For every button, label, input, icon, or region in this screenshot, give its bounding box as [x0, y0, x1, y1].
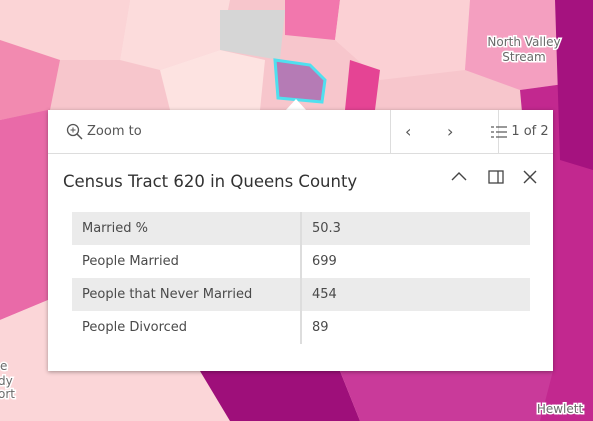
- pager-button[interactable]: 1 of 2: [487, 110, 553, 153]
- map-label: Stream: [502, 50, 545, 64]
- dock-button[interactable]: [488, 170, 504, 184]
- collapse-button[interactable]: [451, 172, 467, 181]
- popup-header: Zoom to ‹ › 1 of 2: [48, 110, 553, 154]
- map-label: ort: [0, 387, 15, 401]
- prev-button[interactable]: ‹: [405, 122, 412, 141]
- tract: [200, 371, 360, 421]
- close-button[interactable]: [523, 170, 537, 184]
- tract: [120, 0, 230, 70]
- map-label: North Valley: [487, 35, 560, 49]
- field-name: People Divorced: [72, 311, 302, 344]
- tract: [0, 40, 60, 120]
- tract: [160, 50, 265, 110]
- tract: [340, 371, 553, 421]
- field-name: People that Never Married: [72, 278, 302, 311]
- tract: [0, 300, 230, 421]
- table-row: People Divorced 89: [72, 311, 530, 344]
- field-name: Married %: [72, 212, 302, 245]
- tract: [220, 10, 285, 60]
- attribute-table: Married % 50.3 People Married 699 People tha…: [72, 212, 530, 344]
- zoom-icon: [66, 123, 83, 140]
- field-name: People Married: [72, 245, 302, 278]
- next-button[interactable]: ›: [447, 122, 454, 141]
- tract: [335, 0, 470, 80]
- list-icon: [491, 125, 508, 138]
- map-label: e: [0, 359, 7, 373]
- tract: [0, 0, 130, 60]
- table-row: People that Never Married 454: [72, 278, 530, 311]
- field-value: 89: [301, 311, 530, 344]
- field-value: 699: [301, 245, 530, 278]
- map-label: dy: [0, 374, 13, 388]
- selected-tract[interactable]: [273, 58, 327, 104]
- tract: [345, 60, 380, 110]
- table-row: Married % 50.3: [72, 212, 530, 245]
- popup-title: Census Tract 620 in Queens County: [63, 172, 358, 191]
- popup-pointer: [285, 99, 307, 111]
- tract: [0, 110, 48, 320]
- zoom-label: Zoom to: [87, 124, 142, 139]
- tract: [285, 0, 340, 40]
- map-label: Hewlett: [537, 402, 584, 416]
- popup: Zoom to ‹ › 1 of 2 Census Tract 620 in Q…: [48, 110, 553, 371]
- field-value: 50.3: [301, 212, 530, 245]
- table-row: People Married 699: [72, 245, 530, 278]
- divider: [390, 110, 391, 153]
- zoom-to-button[interactable]: Zoom to: [66, 110, 142, 153]
- pager-label: 1 of 2: [511, 124, 549, 139]
- field-value: 454: [301, 278, 530, 311]
- tract: [555, 0, 593, 170]
- popup-actions: [451, 170, 537, 184]
